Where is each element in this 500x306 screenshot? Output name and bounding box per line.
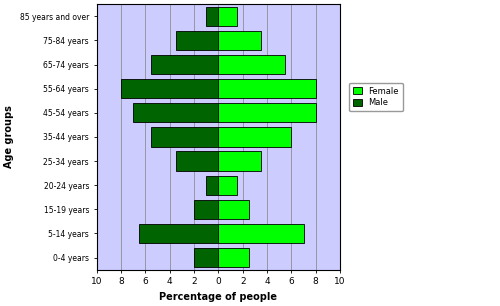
Legend: Female, Male: Female, Male (349, 83, 403, 111)
Bar (218, 224, 304, 243)
Bar (140, 224, 218, 243)
Bar (218, 79, 316, 98)
Bar (218, 176, 236, 195)
Bar (194, 200, 218, 219)
Bar (152, 127, 218, 147)
Bar (218, 103, 316, 122)
Bar (133, 103, 218, 122)
Bar (218, 55, 286, 74)
Bar (218, 31, 261, 50)
Bar (194, 248, 218, 267)
X-axis label: Percentage of people: Percentage of people (160, 292, 278, 302)
Bar (152, 55, 218, 74)
Bar (218, 151, 261, 171)
Bar (206, 176, 218, 195)
Bar (218, 7, 236, 26)
Bar (176, 151, 218, 171)
Bar (121, 79, 218, 98)
Bar (206, 7, 218, 26)
Bar (218, 200, 249, 219)
Bar (218, 127, 292, 147)
Bar (218, 248, 249, 267)
Bar (176, 31, 218, 50)
Y-axis label: Age groups: Age groups (4, 106, 14, 168)
